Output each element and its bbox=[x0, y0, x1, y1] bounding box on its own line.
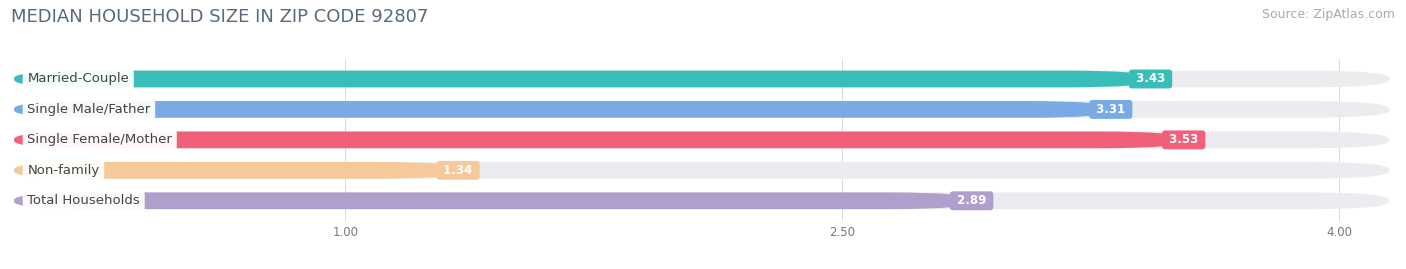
FancyBboxPatch shape bbox=[14, 70, 1389, 87]
Text: Total Households: Total Households bbox=[27, 194, 141, 207]
Text: Source: ZipAtlas.com: Source: ZipAtlas.com bbox=[1261, 8, 1395, 21]
FancyBboxPatch shape bbox=[14, 192, 1389, 209]
FancyBboxPatch shape bbox=[14, 162, 1389, 179]
Text: 3.43: 3.43 bbox=[1132, 72, 1170, 86]
Text: Single Male/Father: Single Male/Father bbox=[27, 103, 150, 116]
Text: 3.31: 3.31 bbox=[1092, 103, 1129, 116]
Text: MEDIAN HOUSEHOLD SIZE IN ZIP CODE 92807: MEDIAN HOUSEHOLD SIZE IN ZIP CODE 92807 bbox=[11, 8, 429, 26]
Text: 3.53: 3.53 bbox=[1166, 133, 1202, 146]
Text: 1.34: 1.34 bbox=[439, 164, 477, 177]
FancyBboxPatch shape bbox=[14, 101, 1389, 118]
Text: Married-Couple: Married-Couple bbox=[27, 72, 129, 86]
FancyBboxPatch shape bbox=[14, 132, 1389, 148]
FancyBboxPatch shape bbox=[14, 132, 1184, 148]
FancyBboxPatch shape bbox=[14, 162, 458, 179]
Text: Non-family: Non-family bbox=[27, 164, 100, 177]
Text: 2.89: 2.89 bbox=[953, 194, 990, 207]
FancyBboxPatch shape bbox=[14, 101, 1111, 118]
FancyBboxPatch shape bbox=[14, 192, 972, 209]
FancyBboxPatch shape bbox=[14, 70, 1150, 87]
Text: Single Female/Mother: Single Female/Mother bbox=[27, 133, 172, 146]
